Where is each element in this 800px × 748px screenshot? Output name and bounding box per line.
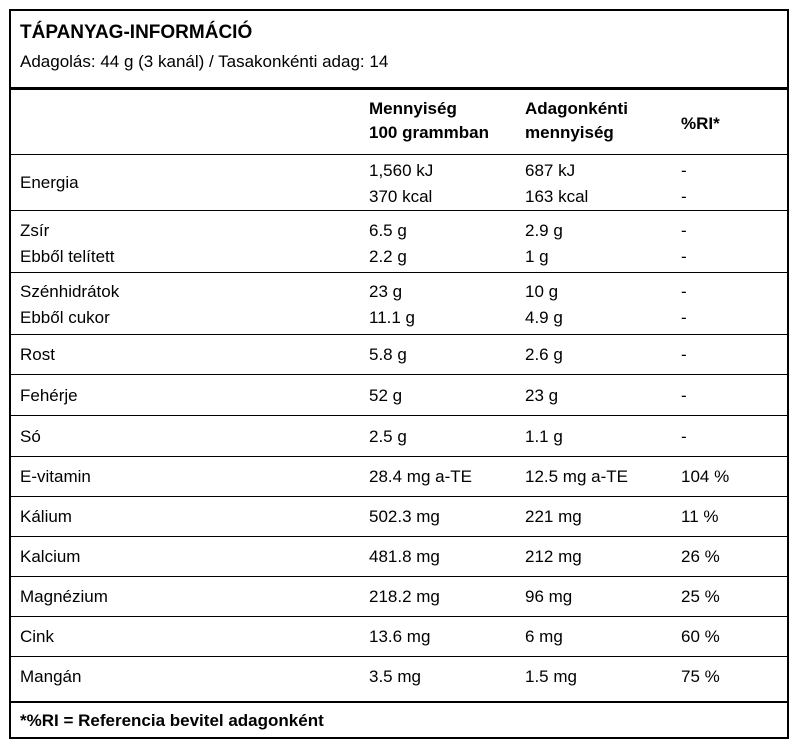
value-ri: -	[681, 427, 687, 446]
table-row-magnesium: Magnézium 218.2 mg 96 mg 25 %	[11, 576, 787, 617]
value-per-100g: 28.4 mg a-TE	[369, 467, 472, 486]
column-header-ri: %RI*	[681, 114, 720, 133]
value-ri: -	[681, 282, 687, 301]
value-per-100g: 218.2 mg	[369, 587, 440, 606]
nutrient-name: Zsír	[20, 221, 50, 240]
column-header-per-serving-line2: mennyiség	[525, 123, 614, 142]
value-ri: -	[681, 161, 687, 180]
value-ri: 75 %	[681, 667, 720, 686]
nutrient-name: Mangán	[20, 667, 82, 686]
table-row-fat: Zsír Ebből telített 6.5 g 2.2 g 2.9 g 1 …	[11, 210, 787, 273]
header-divider	[11, 87, 787, 90]
nutrient-name: Szénhidrátok	[20, 282, 120, 301]
value-per-100g: 11.1 g	[369, 308, 416, 327]
column-header-per-100g-line1: Mennyiség	[369, 99, 457, 118]
value-per-serving: 1 g	[525, 247, 549, 266]
value-ri: -	[681, 187, 687, 206]
value-per-serving: 4.9 g	[525, 308, 563, 327]
column-header-per-serving-line1: Adagonkénti	[525, 99, 628, 118]
value-per-serving: 6 mg	[525, 627, 563, 646]
nutrient-name: Magnézium	[20, 587, 108, 606]
table-row-vitamin-e: E-vitamin 28.4 mg a-TE 12.5 mg a-TE 104 …	[11, 456, 787, 497]
value-ri: -	[681, 221, 687, 240]
value-per-100g: 6.5 g	[369, 221, 407, 240]
table-row-carbohydrates: Szénhidrátok Ebből cukor 23 g 11.1 g 10 …	[11, 272, 787, 335]
nutrient-subname: Ebből telített	[20, 247, 115, 266]
value-per-serving: 212 mg	[525, 547, 582, 566]
value-ri: 104 %	[681, 467, 730, 486]
nutrition-label: TÁPANYAG-INFORMÁCIÓ Adagolás: 44 g (3 ka…	[9, 9, 789, 739]
value-ri: -	[681, 345, 687, 364]
label-footer: *%RI = Referencia bevitel adagonként	[11, 701, 787, 739]
nutrient-name: E-vitamin	[20, 467, 91, 486]
value-per-serving: 221 mg	[525, 507, 582, 526]
value-per-100g: 2.5 g	[369, 427, 407, 446]
serving-info: Adagolás: 44 g (3 kanál) / Tasakonkénti …	[20, 52, 389, 71]
nutrient-name: Energia	[20, 173, 79, 192]
value-ri: -	[681, 386, 687, 405]
ri-footnote: *%RI = Referencia bevitel adagonként	[20, 711, 324, 730]
nutrient-name: Rost	[20, 345, 55, 364]
table-row-fibre: Rost 5.8 g 2.6 g -	[11, 334, 787, 375]
value-per-serving: 687 kJ	[525, 161, 576, 180]
value-per-100g: 481.8 mg	[369, 547, 440, 566]
table-row-potassium: Kálium 502.3 mg 221 mg 11 %	[11, 496, 787, 537]
column-header-per-serving: Adagonkénti mennyiség	[525, 97, 628, 145]
value-ri: -	[681, 308, 687, 327]
table-row-energy: Energia 1,560 kJ 370 kcal 687 kJ 163 kca…	[11, 154, 787, 211]
value-ri: 25 %	[681, 587, 720, 606]
table-row-protein: Fehérje 52 g 23 g -	[11, 374, 787, 416]
value-per-serving: 1.5 mg	[525, 667, 577, 686]
column-header-per-100g-line2: 100 grammban	[369, 123, 489, 142]
value-ri: 60 %	[681, 627, 720, 646]
value-per-100g: 2.2 g	[369, 247, 407, 266]
value-ri: 26 %	[681, 547, 720, 566]
value-per-100g: 502.3 mg	[369, 507, 440, 526]
nutrient-name: Cink	[20, 627, 55, 646]
nutrient-subname: Ebből cukor	[20, 308, 110, 327]
value-per-serving: 2.6 g	[525, 345, 563, 364]
table-row-zinc: Cink 13.6 mg 6 mg 60 %	[11, 616, 787, 657]
value-per-100g: 1,560 kJ	[369, 161, 434, 180]
table-row-calcium: Kalcium 481.8 mg 212 mg 26 %	[11, 536, 787, 577]
nutrient-name: Só	[20, 427, 41, 446]
value-ri: -	[681, 247, 687, 266]
value-per-100g: 23 g	[369, 282, 403, 301]
value-per-serving: 23 g	[525, 386, 559, 405]
nutrient-name: Kalcium	[20, 547, 81, 566]
value-per-serving: 2.9 g	[525, 221, 563, 240]
value-per-100g: 52 g	[369, 386, 403, 405]
value-per-100g: 5.8 g	[369, 345, 407, 364]
value-per-100g: 370 kcal	[369, 187, 433, 206]
column-header-per-100g: Mennyiség 100 grammban	[369, 97, 489, 145]
value-per-serving: 163 kcal	[525, 187, 589, 206]
label-header: TÁPANYAG-INFORMÁCIÓ Adagolás: 44 g (3 ka…	[11, 11, 787, 89]
label-title: TÁPANYAG-INFORMÁCIÓ	[20, 22, 253, 43]
value-per-100g: 3.5 mg	[369, 667, 421, 686]
value-ri: 11 %	[681, 507, 719, 526]
value-per-100g: 13.6 mg	[369, 627, 431, 646]
value-per-serving: 10 g	[525, 282, 559, 301]
value-per-serving: 12.5 mg a-TE	[525, 467, 628, 486]
value-per-serving: 1.1 g	[525, 427, 563, 446]
nutrient-name: Fehérje	[20, 386, 78, 405]
table-row-salt: Só 2.5 g 1.1 g -	[11, 415, 787, 457]
nutrient-name: Kálium	[20, 507, 72, 526]
value-per-serving: 96 mg	[525, 587, 573, 606]
table-row-manganese: Mangán 3.5 mg 1.5 mg 75 %	[11, 656, 787, 702]
